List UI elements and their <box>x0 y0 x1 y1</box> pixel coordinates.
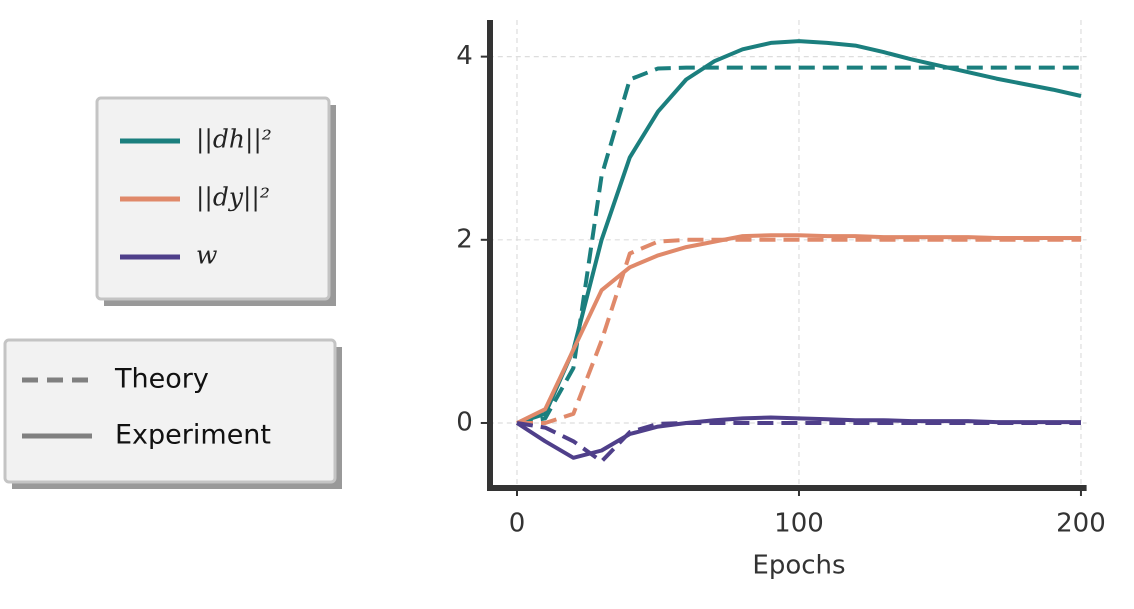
x-axis-label: Epochs <box>752 551 845 581</box>
y-tick-label: 0 <box>456 407 473 437</box>
legend-label: ||dy||² <box>196 183 270 213</box>
y-tick-label: 4 <box>456 41 473 71</box>
series-line <box>516 233 1081 425</box>
legend-label: ||dh||² <box>196 125 272 155</box>
legend-label: Theory <box>114 364 209 395</box>
x-tick-label: 0 <box>509 509 526 539</box>
legend-label: Experiment <box>115 420 271 451</box>
x-tick-label: 100 <box>774 509 824 539</box>
series-line <box>516 39 1082 425</box>
y-tick-label: 2 <box>456 224 473 254</box>
x-tick-label: 200 <box>1056 509 1106 539</box>
series-line <box>517 237 1081 425</box>
style-legend <box>3 338 337 484</box>
series-line <box>516 65 1081 425</box>
legend-label: w <box>196 241 217 270</box>
color-legend <box>95 96 331 301</box>
series-line <box>515 415 1081 460</box>
